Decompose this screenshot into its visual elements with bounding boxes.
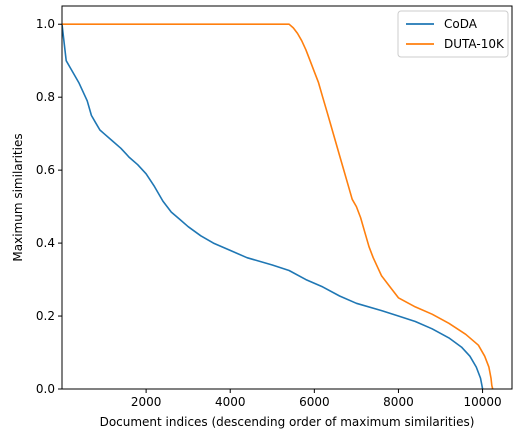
- plot-area: [62, 23, 494, 389]
- y-tick-label: 0.2: [36, 309, 55, 323]
- series-line-duta-10k: [62, 23, 494, 389]
- legend-label: DUTA-10K: [444, 37, 505, 51]
- x-tick-label: 8000: [383, 395, 414, 409]
- x-tick-label: 6000: [299, 395, 330, 409]
- x-tick-label: 10000: [463, 395, 501, 409]
- y-tick-label: 0.6: [36, 163, 55, 177]
- legend: CoDA DUTA-10K: [397, 10, 509, 58]
- legend-label: CoDA: [444, 17, 478, 31]
- x-axis-label: Document indices (descending order of ma…: [100, 415, 475, 429]
- y-tick-label: 0.8: [36, 90, 55, 104]
- plot-frame: [61, 5, 513, 390]
- y-axis-label: Maximum similarities: [11, 133, 25, 261]
- x-tick-label: 2000: [131, 395, 162, 409]
- legend-box: [397, 10, 509, 58]
- series-line-coda: [62, 24, 484, 389]
- x-tick-label: 4000: [215, 395, 246, 409]
- y-tick-label: 1.0: [36, 17, 55, 31]
- y-tick-label: 0.0: [36, 382, 55, 396]
- axis-ticks: 2000 4000 6000 8000 10000 0.0 0.2 0.4 0.6 0.8 1.0: [36, 17, 502, 409]
- y-tick-label: 0.4: [36, 236, 55, 250]
